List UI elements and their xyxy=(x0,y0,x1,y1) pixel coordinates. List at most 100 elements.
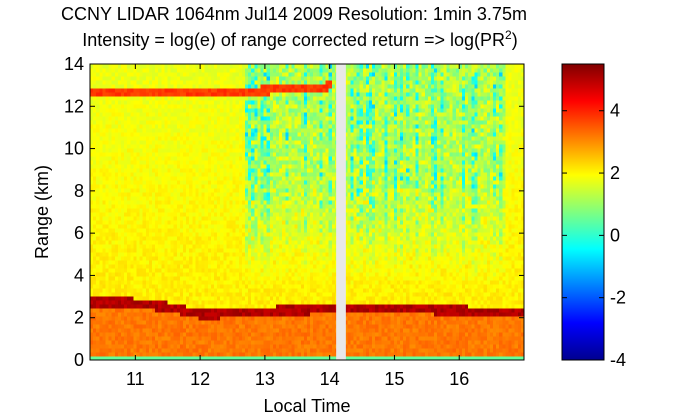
heatmap-cell xyxy=(251,108,255,113)
heatmap-cell xyxy=(251,136,255,141)
heatmap-cell xyxy=(226,68,230,73)
heatmap-cell xyxy=(114,220,119,225)
heatmap-cell xyxy=(201,264,206,269)
heatmap-cell xyxy=(179,356,184,360)
heatmap-cell xyxy=(297,276,302,281)
heatmap-cell xyxy=(139,80,144,85)
heatmap-cell xyxy=(96,64,100,69)
heatmap-cell xyxy=(124,320,128,325)
heatmap-cell xyxy=(217,172,221,177)
heatmap-cell xyxy=(111,308,116,313)
heatmap-cell xyxy=(111,240,116,245)
heatmap-cell xyxy=(176,160,181,165)
heatmap-cell xyxy=(127,208,131,213)
heatmap-cell xyxy=(198,184,202,189)
heatmap-cell xyxy=(254,220,258,225)
heatmap-cell xyxy=(257,64,261,69)
heatmap-cell xyxy=(254,136,258,141)
heatmap-cell xyxy=(105,180,109,185)
heatmap-cell xyxy=(248,72,252,77)
heatmap-cell xyxy=(235,280,240,285)
heatmap-cell xyxy=(294,244,299,249)
heatmap-cell xyxy=(93,188,97,193)
heatmap-cell xyxy=(282,204,286,209)
heatmap-cell xyxy=(96,292,100,297)
heatmap-cell xyxy=(248,320,252,325)
heatmap-cell xyxy=(266,116,271,121)
heatmap-cell xyxy=(214,172,218,177)
heatmap-cell xyxy=(155,252,159,257)
heatmap-cell xyxy=(260,288,264,293)
heatmap-cell xyxy=(204,176,209,181)
heatmap-cell xyxy=(210,64,215,69)
heatmap-cell xyxy=(207,132,212,137)
heatmap-cell xyxy=(263,268,268,273)
heatmap-cell xyxy=(130,300,134,305)
heatmap-cell xyxy=(124,148,128,153)
heatmap-cell xyxy=(251,196,255,201)
heatmap-cell xyxy=(164,340,168,345)
heatmap-cell xyxy=(245,240,249,245)
heatmap-cell xyxy=(133,264,137,269)
heatmap-cell xyxy=(217,352,221,357)
heatmap-cell xyxy=(291,104,295,109)
heatmap-cell xyxy=(229,124,233,129)
heatmap-cell xyxy=(142,260,147,265)
heatmap-cell xyxy=(235,224,240,229)
heatmap-cell xyxy=(186,180,190,185)
heatmap-cell xyxy=(260,204,264,209)
heatmap-cell xyxy=(189,164,193,169)
heatmap-cell xyxy=(263,148,268,153)
heatmap-cell xyxy=(241,204,246,209)
heatmap-cell xyxy=(170,176,175,181)
heatmap-cell xyxy=(257,96,261,101)
heatmap-cell xyxy=(102,128,106,133)
heatmap-cell xyxy=(108,184,113,189)
heatmap-cell xyxy=(245,284,249,289)
heatmap-cell xyxy=(167,264,171,269)
heatmap-cell xyxy=(266,128,271,133)
heatmap-cell xyxy=(245,348,249,353)
heatmap-cell xyxy=(173,76,178,81)
heatmap-cell xyxy=(254,88,258,93)
heatmap-cell xyxy=(235,264,240,269)
heatmap-cell xyxy=(130,104,134,109)
heatmap-cell xyxy=(152,216,156,221)
heatmap-cell xyxy=(257,232,261,237)
heatmap-cell xyxy=(282,108,286,113)
heatmap-cell xyxy=(111,224,116,229)
heatmap-cell xyxy=(251,324,255,329)
heatmap-cell xyxy=(226,116,230,121)
heatmap-cell xyxy=(229,196,233,201)
heatmap-cell xyxy=(148,260,153,265)
heatmap-cell xyxy=(102,344,106,349)
heatmap-cell xyxy=(142,276,147,281)
heatmap-cell xyxy=(164,168,168,173)
heatmap-cell xyxy=(93,292,97,297)
heatmap-cell xyxy=(170,304,175,309)
heatmap-cell xyxy=(114,240,119,245)
heatmap-cell xyxy=(155,84,159,89)
heatmap-cell xyxy=(294,252,299,257)
heatmap-cell xyxy=(282,156,286,161)
heatmap-cell xyxy=(96,256,100,261)
heatmap-cell xyxy=(114,148,119,153)
heatmap-cell xyxy=(245,156,249,161)
heatmap-cell xyxy=(226,224,230,229)
heatmap-cell xyxy=(152,236,156,241)
heatmap-cell xyxy=(285,132,289,137)
heatmap-cell xyxy=(99,292,103,297)
heatmap-cell xyxy=(96,68,100,73)
heatmap-cell xyxy=(220,336,224,341)
heatmap-cell xyxy=(192,96,196,101)
heatmap-cell xyxy=(108,272,113,277)
heatmap-cell xyxy=(133,144,137,149)
heatmap-cell xyxy=(269,100,274,105)
heatmap-cell xyxy=(276,152,280,157)
heatmap-cell xyxy=(173,292,178,297)
heatmap-cell xyxy=(294,184,299,189)
heatmap-cell xyxy=(183,184,187,189)
heatmap-cell xyxy=(245,260,249,265)
heatmap-cell xyxy=(248,328,252,333)
heatmap-cell xyxy=(276,72,280,77)
